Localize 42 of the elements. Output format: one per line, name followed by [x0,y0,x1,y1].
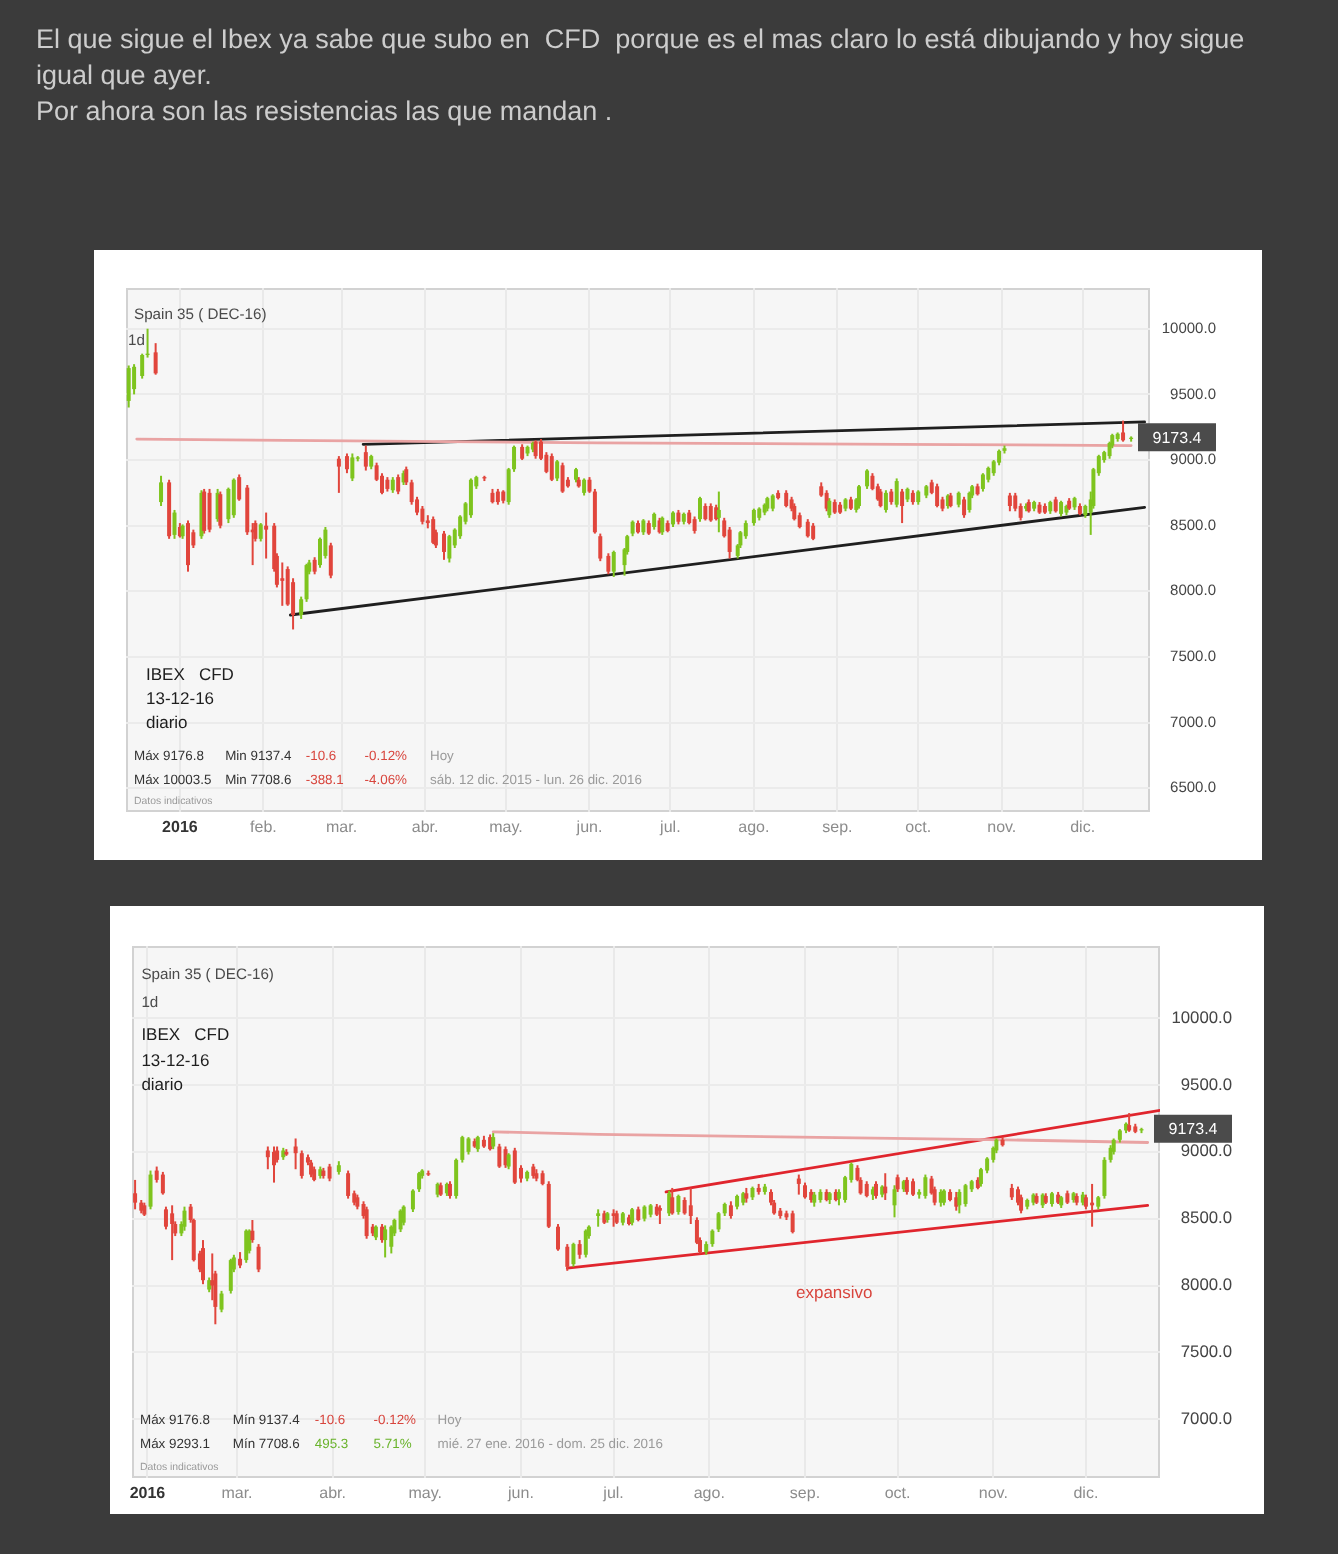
text: Por ahora son las resistencias las que mandan . [36,94,615,130]
y-tick-label: 8000.0 [1180,1274,1233,1295]
y-tick-label: 9500.0 [1180,1073,1233,1094]
annotation: 13-12-16 [141,1050,210,1072]
x-tick-label: 2016 [129,1484,167,1503]
x-tick-label: oct. [905,818,932,837]
x-tick-label: mar. [221,1484,253,1503]
x-tick-label: feb. [250,818,277,837]
x-tick-label: ago. [738,818,770,837]
y-tick-label: 7500.0 [1180,1340,1233,1361]
x-tick-label: abr. [319,1484,346,1503]
y-tick-label: 7000.0 [1180,1407,1233,1428]
x-tick-label: sep. [789,1484,821,1503]
annotation: 13-12-16 [146,687,215,710]
candlestick [264,512,269,559]
x-tick-label: dic. [1073,1484,1099,1503]
annotation: 9173.4 [1152,428,1203,447]
x-tick-label: jul. [658,818,681,837]
annotation: diario [146,711,188,734]
x-tick-label: sep. [822,818,853,837]
text: El que sigue el Ibex ya sabe que subo en CFD porque es el mas claro lo está dibujando y hoy sigue igual que ayer. [36,22,1247,94]
x-tick-label: abr. [411,818,439,837]
y-tick-label: 10000.0 [1171,1006,1233,1027]
y-tick-label: 8500.0 [1180,1207,1233,1228]
x-tick-label: ago. [693,1484,725,1503]
x-tick-label: nov. [978,1484,1008,1503]
y-tick-label: 9000.0 [1180,1140,1233,1161]
annotation: 9173.4 [1168,1120,1219,1139]
x-tick-label: dic. [1070,818,1096,837]
annotation: IBEX CFD [146,663,234,686]
annotation: diario [141,1074,183,1096]
x-tick-label: jun. [574,818,603,837]
x-tick-label: jun. [506,1484,534,1503]
x-tick-label: mar. [326,818,358,837]
x-tick-label: nov. [987,818,1017,837]
x-tick-label: jul. [601,1484,624,1503]
annotation: IBEX CFD [141,1024,230,1046]
x-tick-label: oct. [884,1484,911,1503]
x-tick-label: may. [408,1484,443,1503]
x-tick-label: may. [489,818,523,837]
x-tick-label: 2016 [162,818,199,837]
annotation: expansivo [796,1282,873,1304]
